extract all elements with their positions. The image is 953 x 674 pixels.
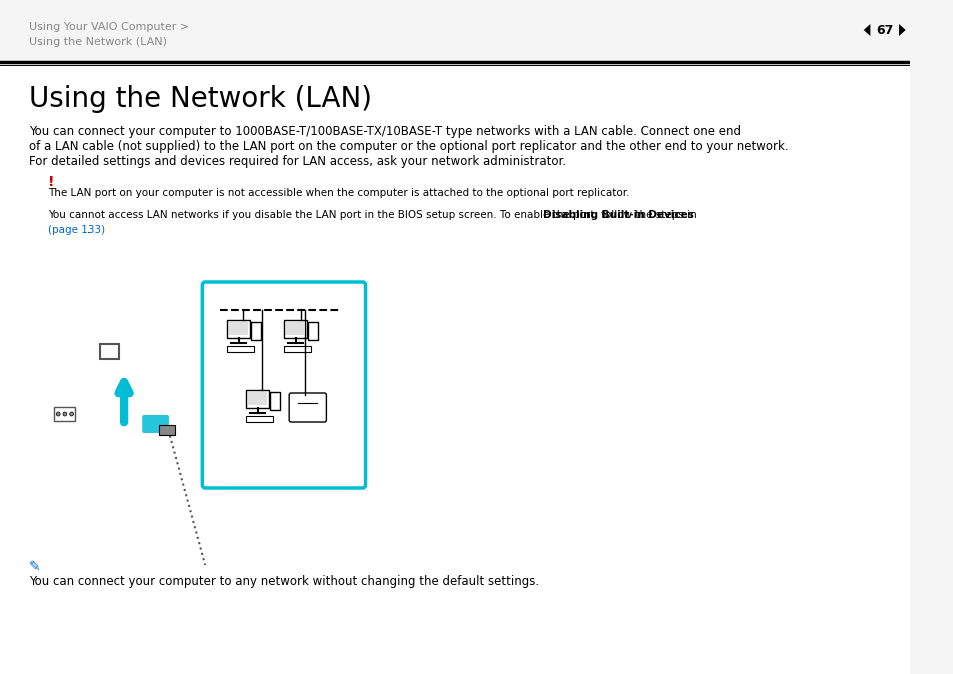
Text: Using the Network (LAN): Using the Network (LAN) xyxy=(29,37,167,47)
FancyBboxPatch shape xyxy=(202,282,365,488)
Text: For detailed settings and devices required for LAN access, ask your network admi: For detailed settings and devices requir… xyxy=(29,155,565,168)
FancyBboxPatch shape xyxy=(0,0,909,674)
FancyBboxPatch shape xyxy=(100,344,119,359)
Text: Using the Network (LAN): Using the Network (LAN) xyxy=(29,85,372,113)
Text: ✎: ✎ xyxy=(29,560,40,574)
FancyBboxPatch shape xyxy=(54,407,75,421)
Circle shape xyxy=(63,412,67,416)
Text: You can connect your computer to 1000BASE-T/100BASE-TX/10BASE-T type networks wi: You can connect your computer to 1000BAS… xyxy=(29,125,740,138)
FancyBboxPatch shape xyxy=(229,322,248,335)
FancyBboxPatch shape xyxy=(251,322,260,340)
Text: Using Your VAIO Computer >: Using Your VAIO Computer > xyxy=(29,22,189,32)
FancyBboxPatch shape xyxy=(289,393,326,422)
Text: You can connect your computer to any network without changing the default settin: You can connect your computer to any net… xyxy=(29,575,538,588)
FancyBboxPatch shape xyxy=(246,390,269,408)
Text: You cannot access LAN networks if you disable the LAN port in the BIOS setup scr: You cannot access LAN networks if you di… xyxy=(48,210,699,220)
Text: .: . xyxy=(88,225,91,235)
FancyBboxPatch shape xyxy=(246,416,273,422)
Circle shape xyxy=(56,412,60,416)
FancyBboxPatch shape xyxy=(286,322,305,335)
FancyBboxPatch shape xyxy=(227,320,250,338)
Text: of a LAN cable (not supplied) to the LAN port on the computer or the optional po: of a LAN cable (not supplied) to the LAN… xyxy=(29,140,787,153)
FancyBboxPatch shape xyxy=(227,346,253,352)
FancyBboxPatch shape xyxy=(248,392,267,405)
FancyArrowPatch shape xyxy=(118,382,130,422)
FancyBboxPatch shape xyxy=(284,346,311,352)
FancyBboxPatch shape xyxy=(270,392,279,410)
Circle shape xyxy=(70,412,73,416)
Polygon shape xyxy=(898,24,904,36)
FancyBboxPatch shape xyxy=(159,425,174,435)
Text: (page 133): (page 133) xyxy=(48,225,105,235)
FancyBboxPatch shape xyxy=(0,0,909,62)
Text: The LAN port on your computer is not accessible when the computer is attached to: The LAN port on your computer is not acc… xyxy=(48,188,629,198)
FancyBboxPatch shape xyxy=(142,415,169,433)
FancyBboxPatch shape xyxy=(308,322,317,340)
Polygon shape xyxy=(862,24,869,36)
Text: !: ! xyxy=(48,175,54,189)
Text: Disabling Built-in Devices: Disabling Built-in Devices xyxy=(542,210,693,220)
Text: 67: 67 xyxy=(875,24,892,36)
FancyBboxPatch shape xyxy=(284,320,307,338)
